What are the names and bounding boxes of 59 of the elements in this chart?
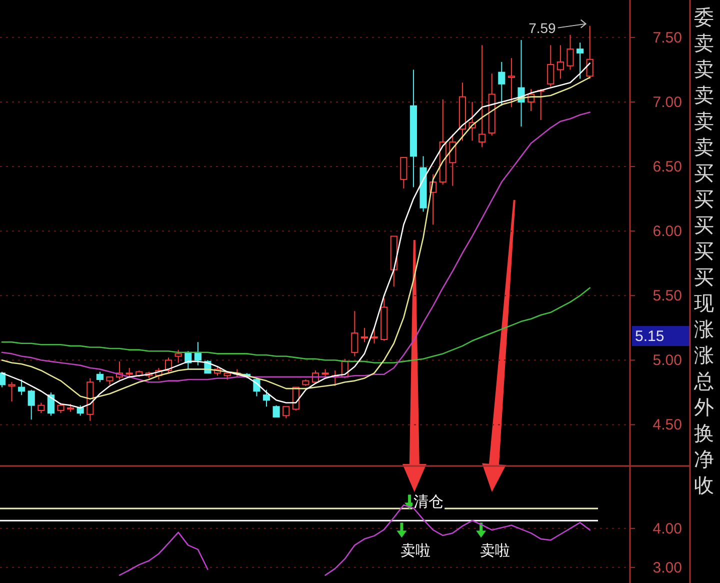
candlestick (566, 34, 574, 70)
text: 委 (694, 7, 714, 29)
y-tick-label: 4.50 (652, 416, 682, 434)
y-tick-label: 6.00 (652, 223, 682, 240)
candlestick (38, 402, 45, 414)
candlestick (547, 44, 554, 87)
text: 卖 (694, 137, 714, 159)
annotation: 清仓 (414, 494, 444, 511)
candlestick (360, 327, 368, 343)
candlestick (508, 58, 515, 108)
candlestick (498, 61, 506, 106)
text: 买 (694, 267, 714, 289)
annotation: 卖啦 (480, 542, 510, 560)
annotation: 卖啦 (400, 542, 431, 560)
text: 外 (694, 397, 714, 419)
annotation: 7.59 (528, 20, 556, 36)
text: 现 (694, 293, 714, 315)
text: 买 (694, 189, 714, 211)
candlestick (556, 44, 564, 80)
candlestick (351, 310, 358, 357)
y-tick-label: 5.00 (652, 352, 682, 370)
text: 净 (694, 449, 714, 471)
text: 卖 (694, 85, 714, 107)
candlestick (96, 371, 104, 383)
candlestick (282, 406, 290, 419)
text: 涨 (694, 345, 714, 367)
candlestick (47, 392, 54, 416)
y-tick-label: 5.50 (652, 288, 682, 305)
candlestick (576, 42, 584, 80)
candlestick (586, 25, 594, 80)
candlestick (174, 349, 182, 364)
candlestick (400, 156, 408, 189)
candlestick (76, 404, 84, 416)
text: 5.15 (635, 328, 664, 345)
text: 换 (694, 423, 714, 445)
text: 卖 (694, 33, 714, 55)
text: 卖 (694, 111, 714, 133)
line-series (1, 112, 590, 383)
candlestick (18, 379, 26, 396)
candlestick (8, 382, 16, 402)
y-tick-label: 3.00 (652, 559, 682, 576)
text: 买 (694, 241, 714, 263)
candlestick (28, 389, 35, 420)
candlestick (370, 327, 378, 344)
text: 总 (693, 371, 714, 393)
candlestick (262, 389, 270, 408)
y-tick-label: 7.50 (652, 29, 682, 46)
text: 买 (694, 163, 714, 185)
candlestick (478, 44, 486, 148)
text: 涨 (694, 319, 714, 341)
text: 收 (694, 475, 714, 497)
candlestick (57, 402, 64, 414)
y-tick-label: 4.00 (652, 520, 682, 538)
candlestick (272, 404, 280, 418)
y-tick-label: 6.50 (652, 158, 682, 176)
text: 卖 (694, 59, 714, 81)
y-tick-label: 7.00 (652, 94, 682, 111)
candlestick (126, 367, 133, 379)
text: 买 (694, 215, 714, 237)
